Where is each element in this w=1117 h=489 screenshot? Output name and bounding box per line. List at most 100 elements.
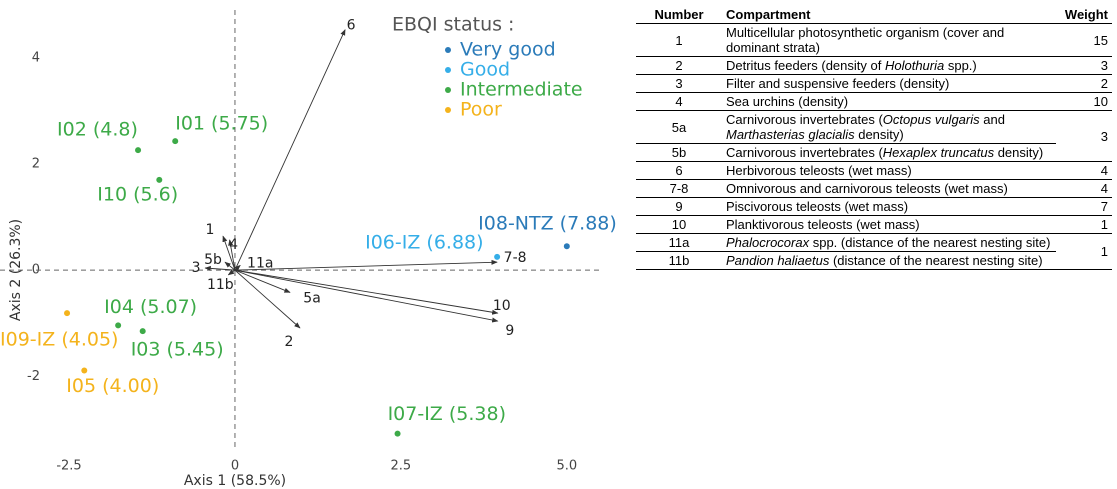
number-cell: 5a bbox=[636, 110, 722, 144]
text: Omnivorous and carnivorous teleosts (wet… bbox=[726, 181, 1008, 196]
legend-label: Very good bbox=[460, 39, 556, 61]
arrow-label: 7-8 bbox=[504, 250, 527, 266]
number-cell: 4 bbox=[636, 92, 722, 111]
weight-cell: 3 bbox=[1056, 110, 1112, 162]
number-cell: 11b bbox=[636, 251, 722, 270]
italic-text: Marthasterias glacialis bbox=[726, 127, 855, 142]
site-point bbox=[135, 147, 142, 154]
compartment-cell: Planktivorous teleosts (wet mass) bbox=[722, 215, 1056, 234]
arrow-label: 4 bbox=[229, 237, 238, 253]
table-container: Number Compartment Weight 1 Multicellular ph… bbox=[636, 6, 1112, 270]
number-cell: 6 bbox=[636, 161, 722, 180]
text: and bbox=[979, 112, 1005, 127]
loading-arrow bbox=[228, 239, 236, 271]
loading-arrow bbox=[234, 259, 498, 271]
table-row: 5a Carnivorous invertebrates (Octopus vul… bbox=[636, 110, 1112, 162]
y-axis-label: Axis 2 (26.3%) bbox=[8, 219, 24, 321]
number-cell: 3 bbox=[636, 74, 722, 93]
compartment-cell: Herbivorous teleosts (wet mass) bbox=[722, 161, 1056, 180]
compartment-cell: Piscivorous teleosts (wet mass) bbox=[722, 197, 1056, 216]
table-row: 7-8 Omnivorous and carnivorous teleosts (… bbox=[636, 179, 1112, 198]
site-label: I04 (5.07) bbox=[104, 296, 197, 318]
number-cell: 9 bbox=[636, 197, 722, 216]
y-tick-label: 0 bbox=[32, 263, 40, 278]
text: spp.) bbox=[944, 58, 977, 73]
header-row: Number Compartment Weight bbox=[636, 6, 1112, 24]
legend-marker bbox=[445, 67, 451, 73]
loading-arrow bbox=[234, 29, 346, 271]
site-point bbox=[494, 253, 501, 260]
italic-text: Phalocrocorax bbox=[726, 235, 810, 250]
text: Sea urchins (density) bbox=[726, 94, 849, 109]
legend-label: Poor bbox=[460, 99, 502, 121]
table-row: 3 Filter and suspensive feeders (density)… bbox=[636, 74, 1112, 93]
x-axis-label: Axis 1 (58.5%) bbox=[184, 473, 286, 489]
text: Multicellular photosynthetic organism (c… bbox=[726, 25, 1005, 55]
site-point bbox=[394, 430, 401, 437]
weight-cell: 10 bbox=[1056, 92, 1112, 111]
site-point bbox=[139, 328, 146, 335]
weight-cell: 1 bbox=[1056, 233, 1112, 270]
arrow-label: 1 bbox=[206, 222, 215, 238]
text: Carnivorous invertebrates ( bbox=[726, 145, 883, 160]
loading-arrow bbox=[234, 269, 301, 329]
text: Planktivorous teleosts (wet mass) bbox=[726, 217, 920, 232]
table-row: 4 Sea urchins (density) 10 bbox=[636, 92, 1112, 111]
arrow-label: 11b bbox=[207, 277, 234, 293]
arrow-label: 2 bbox=[285, 334, 294, 350]
compartment-cell: Pandion haliaetus (distance of the neare… bbox=[722, 251, 1056, 270]
site-label: I01 (5.75) bbox=[175, 113, 268, 135]
y-tick-label: -2 bbox=[27, 369, 40, 384]
site-label: I07-IZ (5.38) bbox=[388, 403, 506, 425]
number-cell: 5b bbox=[636, 143, 722, 162]
text: density) bbox=[854, 127, 904, 142]
compartment-cell: Carnivorous invertebrates (Octopus vulga… bbox=[722, 110, 1056, 144]
legend-label: Intermediate bbox=[460, 79, 583, 101]
site-point bbox=[563, 243, 570, 250]
weight-cell: 3 bbox=[1056, 56, 1112, 75]
site-point bbox=[81, 367, 88, 374]
x-tick-label: -2.5 bbox=[56, 459, 81, 474]
site-label: I02 (4.8) bbox=[57, 119, 138, 141]
text: density) bbox=[994, 145, 1044, 160]
table: Number Compartment Weight 1 Multicellular ph… bbox=[636, 6, 1112, 270]
legend-title: EBQI status : bbox=[392, 14, 514, 36]
loading-arrow bbox=[227, 269, 236, 276]
chart: Axis 1 (58.5%) Axis 2 (26.3%) EBQI statu… bbox=[0, 10, 617, 489]
y-tick-label: 2 bbox=[32, 156, 40, 171]
number-cell: 7-8 bbox=[636, 179, 722, 198]
table-row: 1 Multicellular photosynthetic organism (… bbox=[636, 23, 1112, 57]
site-point bbox=[156, 176, 163, 183]
table-row: 10 Planktivorous teleosts (wet mass) 1 bbox=[636, 215, 1112, 234]
compartment-cell: Phalocrocorax spp. (distance of the near… bbox=[722, 233, 1056, 252]
weight-cell: 15 bbox=[1056, 23, 1112, 57]
text: Piscivorous teleosts (wet mass) bbox=[726, 199, 909, 214]
legend-marker bbox=[445, 47, 451, 53]
text: (distance of the nearest nesting site) bbox=[829, 253, 1043, 268]
y-tick-label: 4 bbox=[32, 50, 40, 65]
x-tick-label: 0 bbox=[231, 459, 239, 474]
weight-cell: 7 bbox=[1056, 197, 1112, 216]
compartment-cell: Sea urchins (density) bbox=[722, 92, 1056, 111]
arrow-label: 11a bbox=[247, 255, 273, 271]
site-label: I09-IZ (4.05) bbox=[0, 329, 118, 351]
arrow-label: 10 bbox=[493, 298, 511, 314]
compartment-cell: Filter and suspensive feeders (density) bbox=[722, 74, 1056, 93]
loading-arrow bbox=[234, 264, 241, 272]
number-cell: 1 bbox=[636, 23, 722, 57]
column-header: Weight bbox=[1056, 6, 1112, 24]
italic-text: Holothuria bbox=[884, 58, 945, 73]
weight-cell: 1 bbox=[1056, 215, 1112, 234]
site-label: I05 (4.00) bbox=[66, 375, 159, 397]
number-cell: 11a bbox=[636, 233, 722, 252]
text: Filter and suspensive feeders (density) bbox=[726, 76, 950, 91]
italic-text: Hexaplex truncatus bbox=[882, 145, 995, 160]
text: Carnivorous invertebrates ( bbox=[726, 112, 883, 127]
loading-arrow bbox=[234, 269, 499, 323]
text: spp. (distance of the nearest nesting si… bbox=[809, 235, 1051, 250]
weight-cell: 4 bbox=[1056, 179, 1112, 198]
site-label: I10 (5.6) bbox=[97, 183, 178, 205]
weight-cell: 4 bbox=[1056, 161, 1112, 180]
column-header: Compartment bbox=[722, 6, 1056, 24]
